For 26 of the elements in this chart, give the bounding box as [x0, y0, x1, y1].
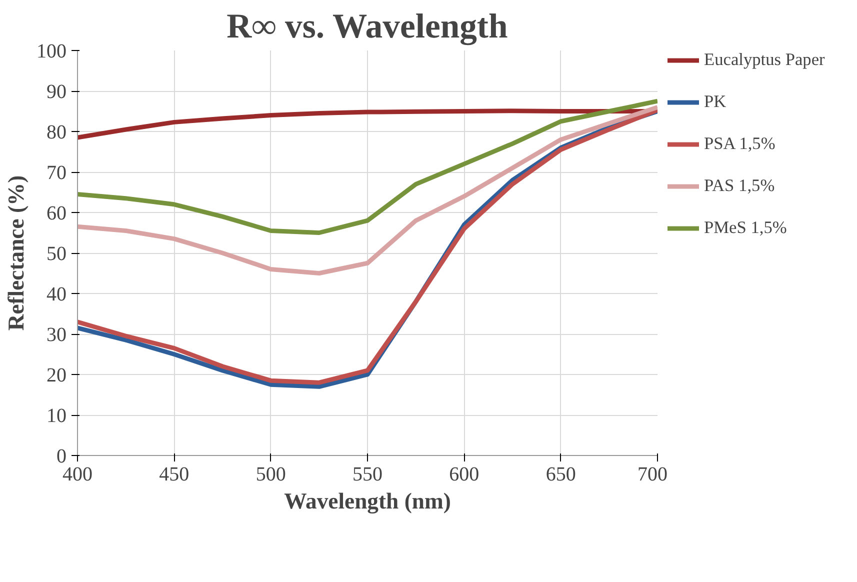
x-tick-label: 700	[638, 464, 668, 486]
y-tick-label: 70	[46, 162, 66, 184]
legend-label: PMeS 1,5%	[704, 218, 787, 238]
y-tick-label: 90	[46, 81, 66, 103]
y-axis-title: Reflectance (%)	[4, 175, 28, 331]
legend-label: Eucalyptus Paper	[704, 50, 825, 70]
chart-title: R∞ vs. Wavelength	[226, 8, 508, 46]
line-series	[78, 104, 658, 276]
y-tick-label: 10	[46, 405, 66, 427]
legend-label: PK	[704, 92, 728, 112]
x-axis-title: Wavelength (nm)	[284, 488, 451, 514]
legend-label: PAS 1,5%	[704, 176, 775, 196]
y-tick-label: 50	[46, 243, 66, 265]
x-tick-label: 600	[449, 464, 480, 486]
y-tick-label: 100	[36, 40, 66, 62]
x-tick-label: 500	[256, 464, 286, 486]
y-tick-label: 40	[46, 284, 66, 306]
legend-label: PSA 1,5%	[704, 134, 776, 154]
line-series	[78, 98, 658, 235]
y-tick-label: 80	[46, 122, 66, 144]
y-tick-label: 60	[46, 202, 66, 224]
y-tick-label: 30	[46, 324, 66, 346]
x-tick-label: 650	[546, 464, 576, 486]
x-tick-label: 450	[159, 464, 190, 486]
x-tick-label: 550	[352, 464, 382, 486]
y-tick-label: 20	[46, 364, 66, 386]
